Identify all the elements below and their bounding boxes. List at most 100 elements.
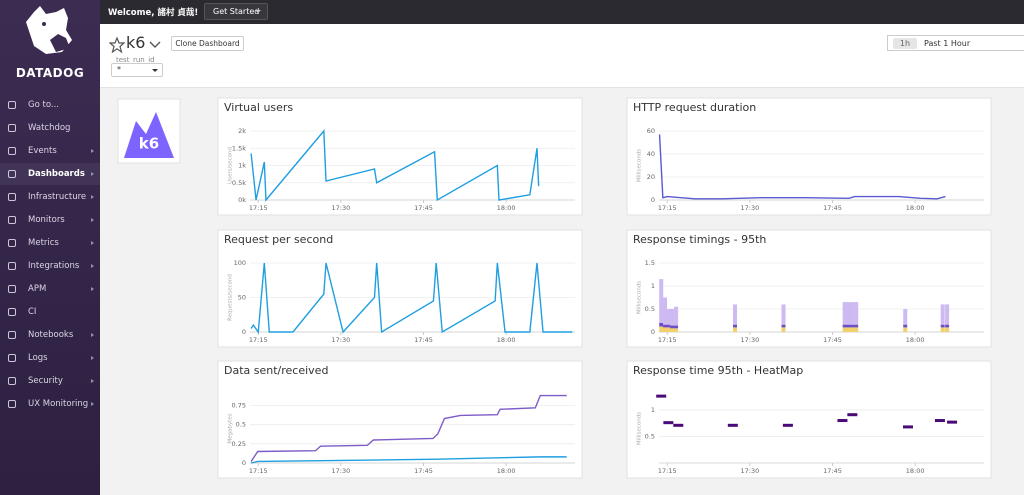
widget-frame xyxy=(626,229,992,348)
bar-segment xyxy=(670,328,675,332)
x-tick-label: 17:45 xyxy=(823,336,842,344)
bar-segment xyxy=(733,324,738,328)
bar-segment xyxy=(854,324,859,328)
x-tick-label: 17:30 xyxy=(741,204,760,212)
heat-cell xyxy=(934,419,945,423)
y-tick-label: 1 xyxy=(651,282,655,290)
heat-cell xyxy=(847,413,858,417)
nav-icon xyxy=(8,170,16,178)
heat-cell xyxy=(947,420,958,424)
nav-icon xyxy=(8,124,16,132)
heat-cell xyxy=(656,394,667,398)
chart-widget: Response timings - 95th Milliseconds 0 0.5 1… xyxy=(626,229,992,348)
nav-item[interactable]: Security xyxy=(0,370,100,392)
y-tick-label: 0.5 xyxy=(236,421,246,429)
bar-segment xyxy=(670,309,675,326)
welcome-text: Welcome, 諸村 貞哉! xyxy=(108,8,199,18)
time-picker[interactable]: 1h Past 1 Hour xyxy=(887,35,1024,51)
bar-segment xyxy=(733,327,738,332)
y-tick-label: 1.5 xyxy=(645,259,655,267)
bar-segment xyxy=(850,324,855,328)
x-tick-label: 18:00 xyxy=(906,336,925,344)
bar-segment xyxy=(940,324,945,328)
x-tick-label: 17:15 xyxy=(249,467,268,475)
clone-dashboard-button[interactable]: Clone Dashboard xyxy=(171,36,244,51)
bar-segment xyxy=(781,327,786,332)
bar-segment xyxy=(733,304,738,325)
template-variable-select[interactable]: * xyxy=(111,63,163,77)
heat-cell xyxy=(727,423,738,427)
nav-item[interactable]: UX Monitoring xyxy=(0,393,100,415)
get-started-button[interactable]: Get Started xyxy=(204,3,268,20)
nav-icon xyxy=(8,147,16,155)
y-tick-label: 0.5 xyxy=(645,305,655,313)
y-tick-label: 0 xyxy=(242,459,246,467)
chart-widget: Virtual users Users/second 0k 0.5k 1k 1.5k 2k 1… xyxy=(217,97,583,216)
nav-item[interactable]: Notebooks xyxy=(0,324,100,346)
nav-item[interactable]: Watchdog xyxy=(0,117,100,139)
heat-cell xyxy=(673,423,684,427)
nav-icon xyxy=(8,354,16,362)
bar-segment xyxy=(674,306,679,326)
bar-segment xyxy=(945,324,950,328)
y-axis-label: Requests/second xyxy=(228,274,234,321)
y-tick-label: 0.5k xyxy=(232,179,246,187)
nav-item[interactable]: Go to... xyxy=(0,94,100,116)
nav-item[interactable]: APM xyxy=(0,278,100,300)
x-tick-label: 17:15 xyxy=(249,336,268,344)
bar-segment xyxy=(674,328,679,332)
time-badge: 1h xyxy=(893,38,917,49)
series-line xyxy=(250,262,573,334)
title-chevron[interactable] xyxy=(149,40,161,50)
widget-frame xyxy=(217,229,583,348)
nav-item[interactable]: CI xyxy=(0,301,100,323)
bar-segment xyxy=(659,326,664,332)
bar-segment xyxy=(842,327,847,332)
nav-item[interactable]: Metrics xyxy=(0,232,100,254)
series-line xyxy=(250,394,567,462)
bar-segment xyxy=(663,327,668,332)
dashboard-grid: k6 Virtual users Users/second 0k 0.5k 1k 1.5k… xyxy=(117,97,992,479)
star-icon[interactable] xyxy=(109,37,125,53)
widget-title: Virtual users xyxy=(224,101,293,114)
heat-cell xyxy=(837,419,848,423)
y-axis-label: Milliseconds xyxy=(637,281,643,314)
bar-segment xyxy=(854,327,859,332)
nav-item[interactable]: Logs xyxy=(0,347,100,369)
widget-title: Data sent/received xyxy=(224,364,328,377)
bar-segment xyxy=(945,304,950,325)
nav-item[interactable]: Integrations xyxy=(0,255,100,277)
nav-icon xyxy=(8,308,16,316)
nav-label: Integrations xyxy=(28,261,80,271)
widget-title: HTTP request duration xyxy=(633,101,756,114)
nav-icon xyxy=(8,331,16,339)
y-tick-label: 1k xyxy=(238,162,246,170)
bar-segment xyxy=(666,309,671,325)
y-tick-label: 0 xyxy=(242,328,246,336)
time-range: Past 1 Hour xyxy=(924,39,971,48)
nav-item[interactable]: Monitors xyxy=(0,209,100,231)
brand-logo xyxy=(26,6,72,54)
nav-icon xyxy=(8,262,16,270)
nav-label: UX Monitoring xyxy=(28,399,89,409)
nav-label: Logs xyxy=(28,353,48,363)
nav-item[interactable]: Dashboards xyxy=(0,163,100,185)
bar-segment xyxy=(940,304,945,325)
dashboard-title: k6 xyxy=(126,33,146,52)
nav-label: Infrastructure xyxy=(28,192,87,202)
nav-item[interactable]: Events xyxy=(0,140,100,162)
nav-icon xyxy=(8,285,16,293)
y-tick-label: 2k xyxy=(238,127,246,135)
nav-label: Notebooks xyxy=(28,330,74,340)
nav-icon xyxy=(8,216,16,224)
x-tick-label: 17:45 xyxy=(823,467,842,475)
x-tick-label: 17:30 xyxy=(741,336,760,344)
nav-item[interactable]: Infrastructure xyxy=(0,186,100,208)
k6-logo-shape xyxy=(124,112,174,158)
y-tick-label: 0k xyxy=(238,196,246,204)
x-tick-label: 17:30 xyxy=(332,204,351,212)
bar-segment xyxy=(945,327,950,332)
bar-segment xyxy=(670,325,675,329)
bar-segment xyxy=(903,324,908,328)
bar-segment xyxy=(674,325,679,329)
